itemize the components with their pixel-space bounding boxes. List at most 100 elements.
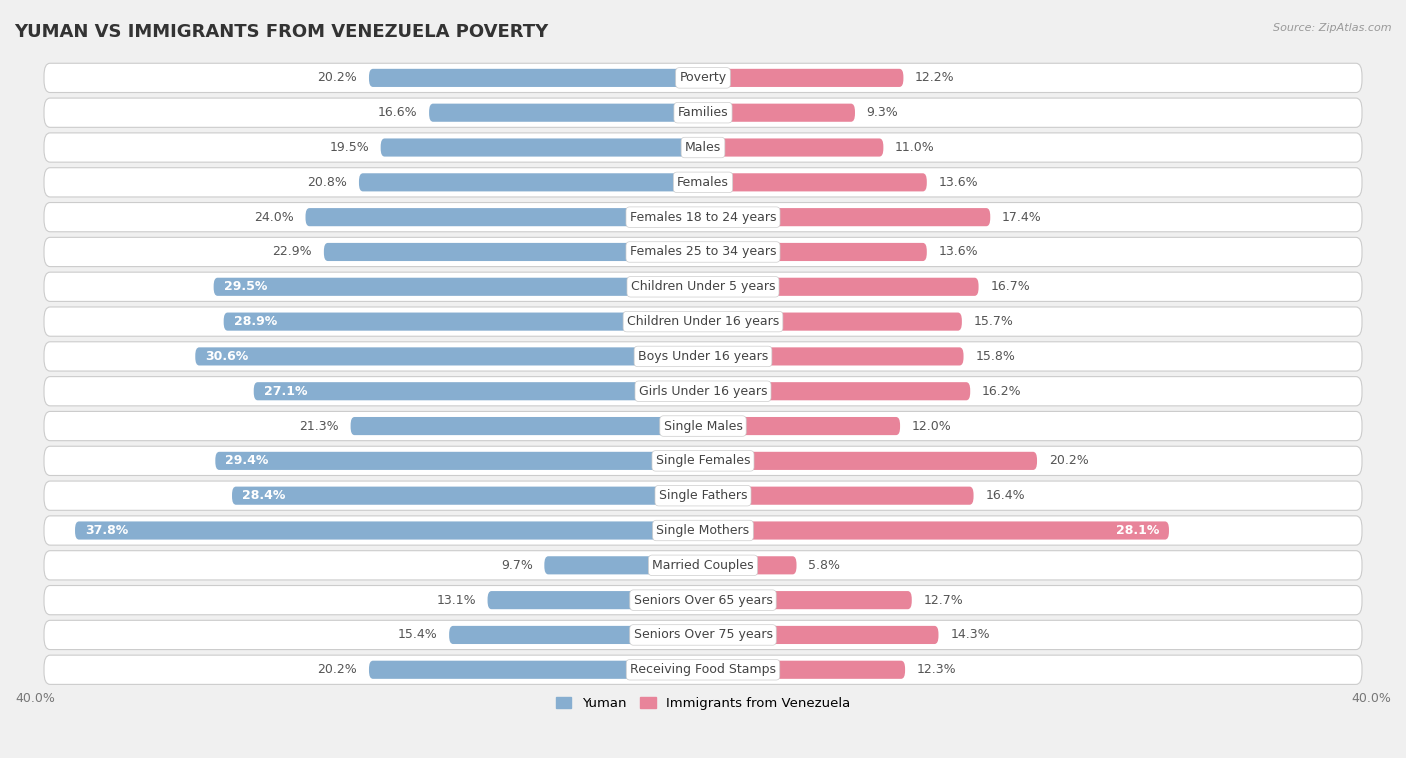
Text: 29.5%: 29.5% bbox=[224, 280, 267, 293]
FancyBboxPatch shape bbox=[706, 417, 900, 435]
Text: Children Under 5 years: Children Under 5 years bbox=[631, 280, 775, 293]
FancyBboxPatch shape bbox=[706, 626, 938, 644]
FancyBboxPatch shape bbox=[706, 174, 927, 192]
Text: 12.0%: 12.0% bbox=[911, 419, 952, 433]
Text: Girls Under 16 years: Girls Under 16 years bbox=[638, 385, 768, 398]
Text: 22.9%: 22.9% bbox=[273, 246, 312, 258]
FancyBboxPatch shape bbox=[368, 69, 700, 87]
FancyBboxPatch shape bbox=[706, 69, 904, 87]
FancyBboxPatch shape bbox=[706, 382, 970, 400]
Text: Source: ZipAtlas.com: Source: ZipAtlas.com bbox=[1274, 23, 1392, 33]
FancyBboxPatch shape bbox=[44, 307, 1362, 337]
FancyBboxPatch shape bbox=[368, 661, 700, 679]
FancyBboxPatch shape bbox=[706, 522, 1168, 540]
Text: 21.3%: 21.3% bbox=[299, 419, 339, 433]
Text: 28.9%: 28.9% bbox=[233, 315, 277, 328]
Text: 28.1%: 28.1% bbox=[1115, 524, 1159, 537]
FancyBboxPatch shape bbox=[706, 208, 990, 226]
FancyBboxPatch shape bbox=[305, 208, 700, 226]
Text: Seniors Over 65 years: Seniors Over 65 years bbox=[634, 594, 772, 606]
Text: 9.7%: 9.7% bbox=[501, 559, 533, 572]
Text: 24.0%: 24.0% bbox=[254, 211, 294, 224]
FancyBboxPatch shape bbox=[44, 272, 1362, 302]
FancyBboxPatch shape bbox=[224, 312, 700, 330]
Text: Single Males: Single Males bbox=[664, 419, 742, 433]
Text: Females: Females bbox=[678, 176, 728, 189]
FancyBboxPatch shape bbox=[232, 487, 700, 505]
FancyBboxPatch shape bbox=[429, 104, 700, 122]
Text: 13.6%: 13.6% bbox=[938, 176, 979, 189]
FancyBboxPatch shape bbox=[706, 452, 1038, 470]
FancyBboxPatch shape bbox=[449, 626, 700, 644]
Text: 15.4%: 15.4% bbox=[398, 628, 437, 641]
Text: 5.8%: 5.8% bbox=[808, 559, 841, 572]
Text: Boys Under 16 years: Boys Under 16 years bbox=[638, 350, 768, 363]
Text: 19.5%: 19.5% bbox=[329, 141, 368, 154]
Text: Receiving Food Stamps: Receiving Food Stamps bbox=[630, 663, 776, 676]
Text: 13.1%: 13.1% bbox=[436, 594, 475, 606]
FancyBboxPatch shape bbox=[706, 591, 911, 609]
Text: 9.3%: 9.3% bbox=[866, 106, 898, 119]
FancyBboxPatch shape bbox=[44, 655, 1362, 684]
Text: Poverty: Poverty bbox=[679, 71, 727, 84]
Text: 20.2%: 20.2% bbox=[318, 71, 357, 84]
Text: 16.6%: 16.6% bbox=[378, 106, 418, 119]
FancyBboxPatch shape bbox=[381, 139, 700, 157]
Text: Seniors Over 75 years: Seniors Over 75 years bbox=[634, 628, 772, 641]
Text: 27.1%: 27.1% bbox=[264, 385, 308, 398]
FancyBboxPatch shape bbox=[44, 98, 1362, 127]
FancyBboxPatch shape bbox=[706, 487, 973, 505]
FancyBboxPatch shape bbox=[44, 63, 1362, 92]
FancyBboxPatch shape bbox=[44, 168, 1362, 197]
Text: 16.7%: 16.7% bbox=[990, 280, 1031, 293]
FancyBboxPatch shape bbox=[44, 481, 1362, 510]
FancyBboxPatch shape bbox=[350, 417, 700, 435]
Text: Single Females: Single Females bbox=[655, 454, 751, 468]
FancyBboxPatch shape bbox=[44, 446, 1362, 475]
Text: Males: Males bbox=[685, 141, 721, 154]
FancyBboxPatch shape bbox=[44, 202, 1362, 232]
FancyBboxPatch shape bbox=[706, 104, 855, 122]
Text: Females 25 to 34 years: Females 25 to 34 years bbox=[630, 246, 776, 258]
FancyBboxPatch shape bbox=[75, 522, 700, 540]
FancyBboxPatch shape bbox=[215, 452, 700, 470]
Text: 15.7%: 15.7% bbox=[973, 315, 1014, 328]
Text: 16.4%: 16.4% bbox=[986, 489, 1025, 503]
Text: 12.3%: 12.3% bbox=[917, 663, 956, 676]
Text: 20.8%: 20.8% bbox=[308, 176, 347, 189]
FancyBboxPatch shape bbox=[44, 585, 1362, 615]
Text: Single Mothers: Single Mothers bbox=[657, 524, 749, 537]
Text: 12.2%: 12.2% bbox=[915, 71, 955, 84]
FancyBboxPatch shape bbox=[44, 377, 1362, 406]
Text: 28.4%: 28.4% bbox=[242, 489, 285, 503]
FancyBboxPatch shape bbox=[544, 556, 700, 575]
FancyBboxPatch shape bbox=[706, 347, 963, 365]
Text: 37.8%: 37.8% bbox=[84, 524, 128, 537]
FancyBboxPatch shape bbox=[706, 312, 962, 330]
FancyBboxPatch shape bbox=[706, 139, 883, 157]
Text: 30.6%: 30.6% bbox=[205, 350, 249, 363]
FancyBboxPatch shape bbox=[44, 620, 1362, 650]
Text: Children Under 16 years: Children Under 16 years bbox=[627, 315, 779, 328]
Text: Married Couples: Married Couples bbox=[652, 559, 754, 572]
Text: 16.2%: 16.2% bbox=[981, 385, 1022, 398]
FancyBboxPatch shape bbox=[706, 661, 905, 679]
Text: 20.2%: 20.2% bbox=[1049, 454, 1088, 468]
Text: 17.4%: 17.4% bbox=[1002, 211, 1042, 224]
Text: Single Fathers: Single Fathers bbox=[659, 489, 747, 503]
FancyBboxPatch shape bbox=[44, 133, 1362, 162]
Text: 12.7%: 12.7% bbox=[924, 594, 963, 606]
Text: 14.3%: 14.3% bbox=[950, 628, 990, 641]
Text: 13.6%: 13.6% bbox=[938, 246, 979, 258]
Legend: Yuman, Immigrants from Venezuela: Yuman, Immigrants from Venezuela bbox=[550, 691, 856, 715]
FancyBboxPatch shape bbox=[44, 551, 1362, 580]
FancyBboxPatch shape bbox=[44, 342, 1362, 371]
Text: 29.4%: 29.4% bbox=[225, 454, 269, 468]
FancyBboxPatch shape bbox=[253, 382, 700, 400]
Text: 15.8%: 15.8% bbox=[976, 350, 1015, 363]
Text: YUMAN VS IMMIGRANTS FROM VENEZUELA POVERTY: YUMAN VS IMMIGRANTS FROM VENEZUELA POVER… bbox=[14, 23, 548, 41]
FancyBboxPatch shape bbox=[44, 237, 1362, 267]
FancyBboxPatch shape bbox=[488, 591, 700, 609]
FancyBboxPatch shape bbox=[44, 412, 1362, 440]
Text: 11.0%: 11.0% bbox=[896, 141, 935, 154]
